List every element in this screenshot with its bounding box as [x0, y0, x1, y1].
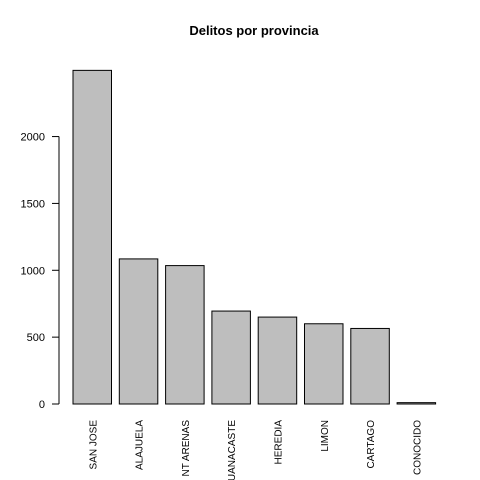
- bar-limon: [304, 323, 344, 405]
- x-tick-label: HEREDIA: [273, 420, 284, 465]
- bar-cartago: [350, 327, 390, 405]
- y-tick-label: 0: [39, 399, 45, 411]
- x-tick-label: NT ARENAS: [181, 420, 192, 477]
- bar-puntarenas: [165, 265, 205, 405]
- x-axis-labels: SAN JOSE ALAJUELA NT ARENAS UANACASTE HEREDI…: [88, 420, 423, 480]
- y-tick-label: 2000: [21, 132, 45, 144]
- bar-desconocido: [396, 402, 437, 405]
- y-tick-label: 1500: [21, 198, 45, 210]
- x-tick-label: ALAJUELA: [135, 420, 146, 470]
- bar-heredia: [257, 316, 298, 405]
- bar-alajuela: [118, 258, 159, 405]
- x-tick-label: LIMON: [320, 420, 331, 452]
- y-tick-label: 1000: [21, 265, 45, 277]
- x-tick-label: UANACASTE: [227, 420, 238, 480]
- x-tick-label: SAN JOSE: [88, 420, 99, 470]
- y-tick-label: 500: [27, 332, 45, 344]
- bar-san-jose: [72, 69, 112, 405]
- x-tick-label: CONOCIDO: [412, 420, 423, 475]
- bar-guanacaste: [211, 310, 251, 405]
- bars: [72, 69, 437, 405]
- chart-title: Delitos por provincia: [189, 23, 319, 38]
- y-axis: 0 500 1000 1500 2000: [21, 132, 60, 411]
- x-tick-label: CARTAGO: [366, 420, 377, 469]
